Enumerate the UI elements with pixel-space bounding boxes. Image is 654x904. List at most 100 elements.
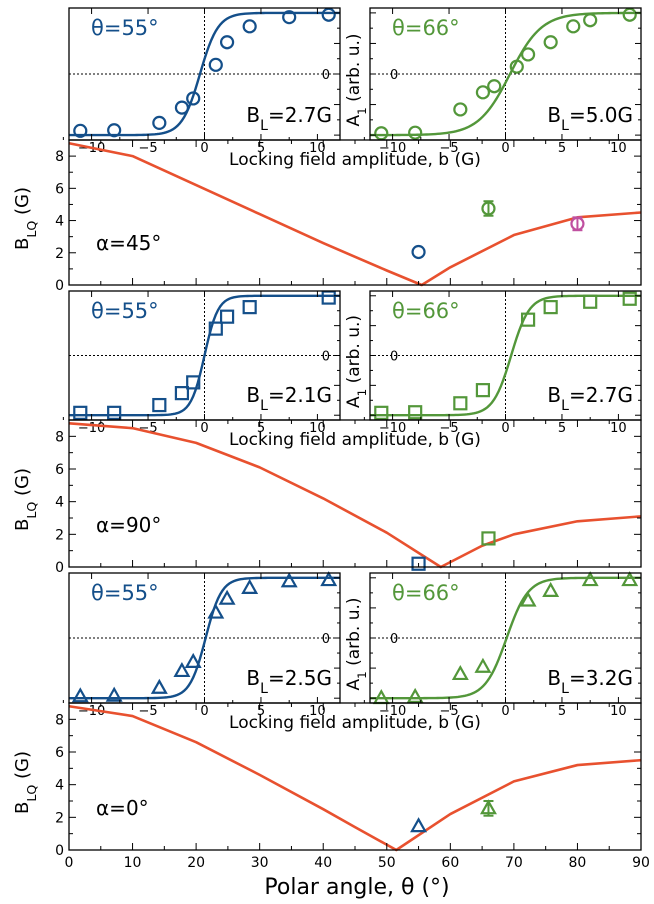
main-y-tick-label: 2 — [55, 810, 64, 826]
data-point-green — [481, 201, 496, 216]
theory-curve — [68, 141, 642, 287]
inset-x-tick-label: 0 — [200, 421, 208, 436]
theory-curve — [68, 421, 642, 569]
data-point-green — [479, 799, 497, 815]
main-x-tick-label: 60 — [441, 855, 459, 871]
inset-data-point — [242, 300, 257, 315]
inset-data-point — [408, 125, 423, 140]
inset-data-point — [150, 678, 168, 694]
inset-theta-label: θ=55° — [91, 581, 159, 605]
inset-bl-label: BL=5.0G — [547, 103, 633, 134]
inset-bl-label: BL=2.7G — [246, 103, 332, 134]
inset-fit-curve — [370, 11, 641, 137]
inset-data-point — [374, 405, 389, 420]
inset-data-point — [186, 375, 201, 390]
inset-data-point — [542, 581, 560, 597]
inset-theta-label: θ=55° — [91, 299, 159, 323]
inset-zero-label: 0 — [390, 350, 398, 365]
inset-x-tick-label: 10 — [610, 141, 627, 156]
inset-data-point — [475, 383, 491, 398]
inset-x-tick-label: −10 — [379, 141, 406, 156]
inset-x-tick-label: 0 — [501, 421, 509, 436]
inset-x-tick-label: −5 — [439, 704, 458, 719]
inset-data-point — [105, 686, 123, 702]
inset-data-point — [406, 687, 424, 703]
inset-data-point — [451, 664, 469, 681]
main-x-tick-label: 50 — [378, 855, 396, 871]
inset-zero-label: 0 — [322, 632, 330, 647]
data-point-magenta — [570, 216, 585, 231]
inset-x-tick-label: 10 — [309, 421, 326, 436]
inset-data-point — [583, 13, 598, 28]
alpha-annotation: α=45° — [96, 231, 161, 255]
inset-data-point — [622, 7, 637, 22]
inset-theta-label: θ=66° — [392, 581, 460, 605]
inset-data-point — [453, 102, 468, 117]
inset-data-point — [219, 309, 235, 324]
inset-x-tick-label: 5 — [257, 421, 265, 436]
main-x-tick-label: 20 — [187, 855, 205, 871]
inset-data-point — [73, 405, 88, 420]
main-y-tick-label: 8 — [55, 429, 64, 445]
main-y-tick-label: 6 — [55, 462, 64, 478]
inset-x-axis-title: Locking field amplitude, b (G) — [229, 150, 481, 170]
inset-data-point — [208, 57, 223, 72]
main-x-tick-label: 70 — [505, 855, 523, 871]
alpha-annotation: α=0° — [96, 796, 149, 820]
main-y-tick-label: 4 — [55, 214, 64, 230]
inset-y-axis-title: A1 (arb. u.) — [344, 315, 369, 408]
inset-x-tick-label: 10 — [309, 141, 326, 156]
inset-data-point — [207, 603, 225, 619]
inset-x-tick-label: −5 — [439, 421, 458, 436]
main-panel-alpha=45: 0 2 4 6 8 BLQ (G) α=45° — [12, 139, 642, 294]
inset-data-point — [219, 35, 235, 50]
inset-data-point — [475, 85, 491, 100]
inset-fit-curve — [69, 576, 340, 700]
panel-group-alpha=0: −10 −5 0 5 10 0 θ=55° BL=2.5G −10 −5 0 5 10 0 θ=66° BL=… — [12, 571, 650, 871]
theory-curve — [68, 704, 642, 852]
inset-x-tick-label: 5 — [558, 421, 566, 436]
main-y-axis-title: BLQ (G) — [12, 751, 39, 814]
x-axis-title: Polar angle, θ (°) — [264, 875, 449, 900]
inset-data-point — [621, 571, 639, 587]
inset-theta-label: θ=55° — [91, 16, 159, 40]
inset-y-axis-title: A1 (arb. u.) — [344, 597, 369, 690]
inset-data-point — [581, 571, 599, 587]
inset-x-tick-label: −5 — [138, 704, 157, 719]
inset-data-point — [543, 300, 558, 315]
inset-x-tick-label: 10 — [610, 421, 627, 436]
inset-data-point — [408, 405, 423, 420]
inset-data-point — [543, 35, 558, 50]
main-y-axis-title: BLQ (G) — [12, 187, 39, 250]
main-panel-alpha=90: 0 2 4 6 8 BLQ (G) α=90° — [12, 419, 642, 576]
inset-x-tick-label: 0 — [200, 704, 208, 719]
main-x-tick-label: 90 — [632, 855, 650, 871]
inset-data-point — [282, 10, 297, 25]
inset-x-axis-title: Locking field amplitude, b (G) — [229, 713, 481, 733]
inset-theta-label: θ=66° — [392, 299, 460, 323]
inset-data-point — [152, 115, 167, 130]
inset-bl-label: BL=2.1G — [246, 383, 332, 414]
inset-data-point — [174, 386, 190, 401]
inset-data-point — [280, 572, 298, 588]
inset-1-alpha=45: −10 −5 0 5 10 0 θ=66° BL=5.0G — [363, 7, 642, 156]
inset-theta-label: θ=66° — [392, 16, 460, 40]
main-y-tick-label: 4 — [55, 495, 64, 511]
panel-group-alpha=45: −10 −5 0 5 10 0 θ=55° BL=2.7G −10 −5 0 5 10 0 θ=66° BL=… — [12, 7, 642, 294]
data-point-blue — [411, 244, 426, 260]
main-y-tick-label: 8 — [55, 712, 64, 728]
inset-data-point — [152, 397, 167, 413]
main-y-tick-label: 0 — [55, 278, 64, 294]
inset-x-tick-label: 0 — [501, 141, 509, 156]
inset-x-tick-label: 0 — [200, 141, 208, 156]
inset-zero-label: 0 — [390, 68, 398, 83]
inset-data-point — [174, 100, 190, 115]
panels-layer: −10 −5 0 5 10 0 θ=55° BL=2.7G −10 −5 0 5 10 0 θ=66° BL=… — [12, 7, 650, 871]
main-y-tick-label: 2 — [55, 246, 64, 262]
inset-x-axis-title: Locking field amplitude, b (G) — [229, 430, 481, 450]
inset-data-point — [184, 652, 202, 669]
